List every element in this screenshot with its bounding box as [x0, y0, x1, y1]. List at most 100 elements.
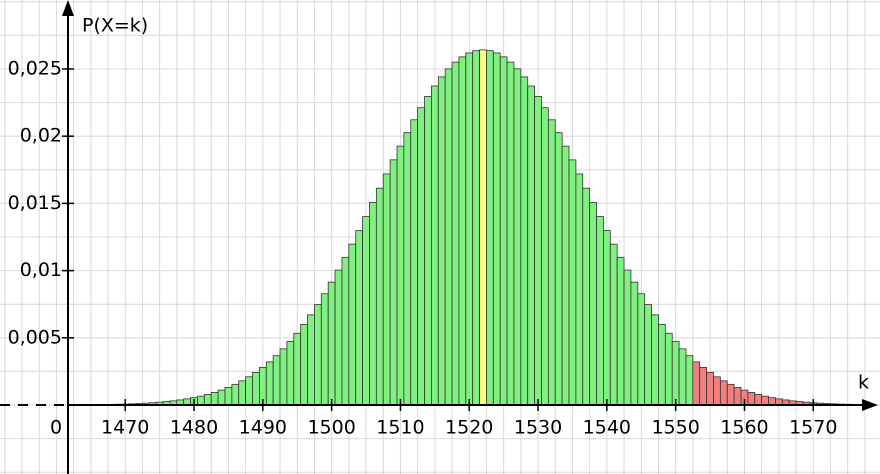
y-tick-label: 0,005: [8, 326, 62, 348]
x-tick-label: 1560: [720, 417, 768, 439]
y-tick-label: 0,02: [20, 125, 62, 147]
bar: [403, 132, 412, 406]
bar: [327, 281, 336, 406]
bar: [355, 230, 363, 406]
bar: [492, 52, 501, 406]
bar: [575, 173, 584, 406]
bar: [465, 52, 474, 406]
bar: [713, 376, 721, 406]
x-tick-label: 1520: [445, 417, 493, 439]
x-tick-label: 1490: [239, 417, 287, 439]
bar: [444, 68, 453, 406]
bar: [245, 376, 253, 406]
bar: [664, 332, 673, 406]
bar: [520, 76, 529, 406]
bar: [410, 119, 419, 406]
bar: [300, 323, 308, 406]
bars: [93, 49, 873, 406]
bar: [286, 341, 295, 406]
bar: [568, 159, 577, 406]
bar: [547, 119, 556, 406]
bar: [417, 107, 425, 406]
bar: [224, 387, 233, 406]
bar: [637, 293, 646, 406]
bar: [733, 387, 742, 406]
x-tick-label: 1500: [307, 417, 355, 439]
bar: [534, 95, 542, 406]
bar: [699, 366, 708, 406]
bar: [348, 243, 357, 406]
bar: [651, 314, 659, 406]
bar: [616, 256, 625, 406]
bar: [217, 389, 226, 406]
y-tick-label: 0,015: [8, 192, 62, 214]
bar: [589, 202, 597, 406]
bar: [430, 85, 439, 406]
bar: [424, 95, 432, 406]
bar: [479, 49, 487, 406]
bar: [644, 304, 652, 406]
bar: [609, 243, 618, 406]
x-tick-label: 1530: [514, 417, 562, 439]
bar: [630, 281, 639, 406]
bar: [451, 61, 460, 406]
bar: [307, 314, 315, 406]
bar: [706, 371, 714, 406]
bar: [437, 76, 446, 406]
y-arrow: [62, 0, 74, 16]
bar: [341, 256, 350, 406]
bar: [362, 216, 370, 406]
bar: [747, 392, 756, 406]
bar: [499, 56, 508, 406]
bar: [314, 304, 322, 406]
y-tick-label: 0,01: [20, 259, 62, 281]
x-tick-label: 1470: [101, 417, 149, 439]
bar: [375, 187, 384, 406]
x-tick-label: 1570: [789, 417, 837, 439]
bar: [389, 159, 398, 406]
bar: [382, 173, 391, 406]
bar: [658, 323, 666, 406]
bar: [203, 394, 212, 406]
bar: [754, 394, 763, 406]
bar: [272, 355, 281, 406]
bar: [554, 132, 563, 406]
bar: [265, 361, 274, 406]
bar: [231, 383, 240, 406]
y-axis-label: P(X=k): [82, 15, 148, 37]
bar: [623, 269, 632, 406]
bar: [726, 383, 735, 406]
bar: [761, 395, 769, 406]
bar: [719, 380, 728, 406]
x-tick-label: 1550: [651, 417, 699, 439]
bar: [603, 230, 611, 406]
x-tick-label: 1510: [376, 417, 424, 439]
bar: [279, 348, 288, 406]
origin-label: 0: [50, 417, 62, 439]
bar: [541, 107, 549, 406]
y-tick-label: 0,025: [8, 57, 62, 79]
x-arrow: [862, 399, 878, 411]
bar: [210, 392, 219, 406]
bar: [396, 145, 405, 406]
bar: [197, 395, 205, 406]
bar: [527, 85, 536, 406]
bar: [561, 145, 570, 406]
bar: [678, 348, 687, 406]
bar: [369, 202, 377, 406]
bar: [692, 361, 701, 406]
bar: [486, 50, 494, 406]
bar: [513, 68, 522, 406]
bar: [685, 355, 694, 406]
bar: [458, 56, 467, 406]
x-tick-label: 1540: [583, 417, 631, 439]
bar: [768, 397, 776, 406]
x-axis-label: k: [858, 372, 869, 394]
bar: [320, 293, 329, 406]
bar: [238, 380, 247, 406]
bar: [252, 371, 260, 406]
bar: [506, 61, 515, 406]
bar: [582, 187, 591, 406]
x-tick-label: 1480: [170, 417, 218, 439]
